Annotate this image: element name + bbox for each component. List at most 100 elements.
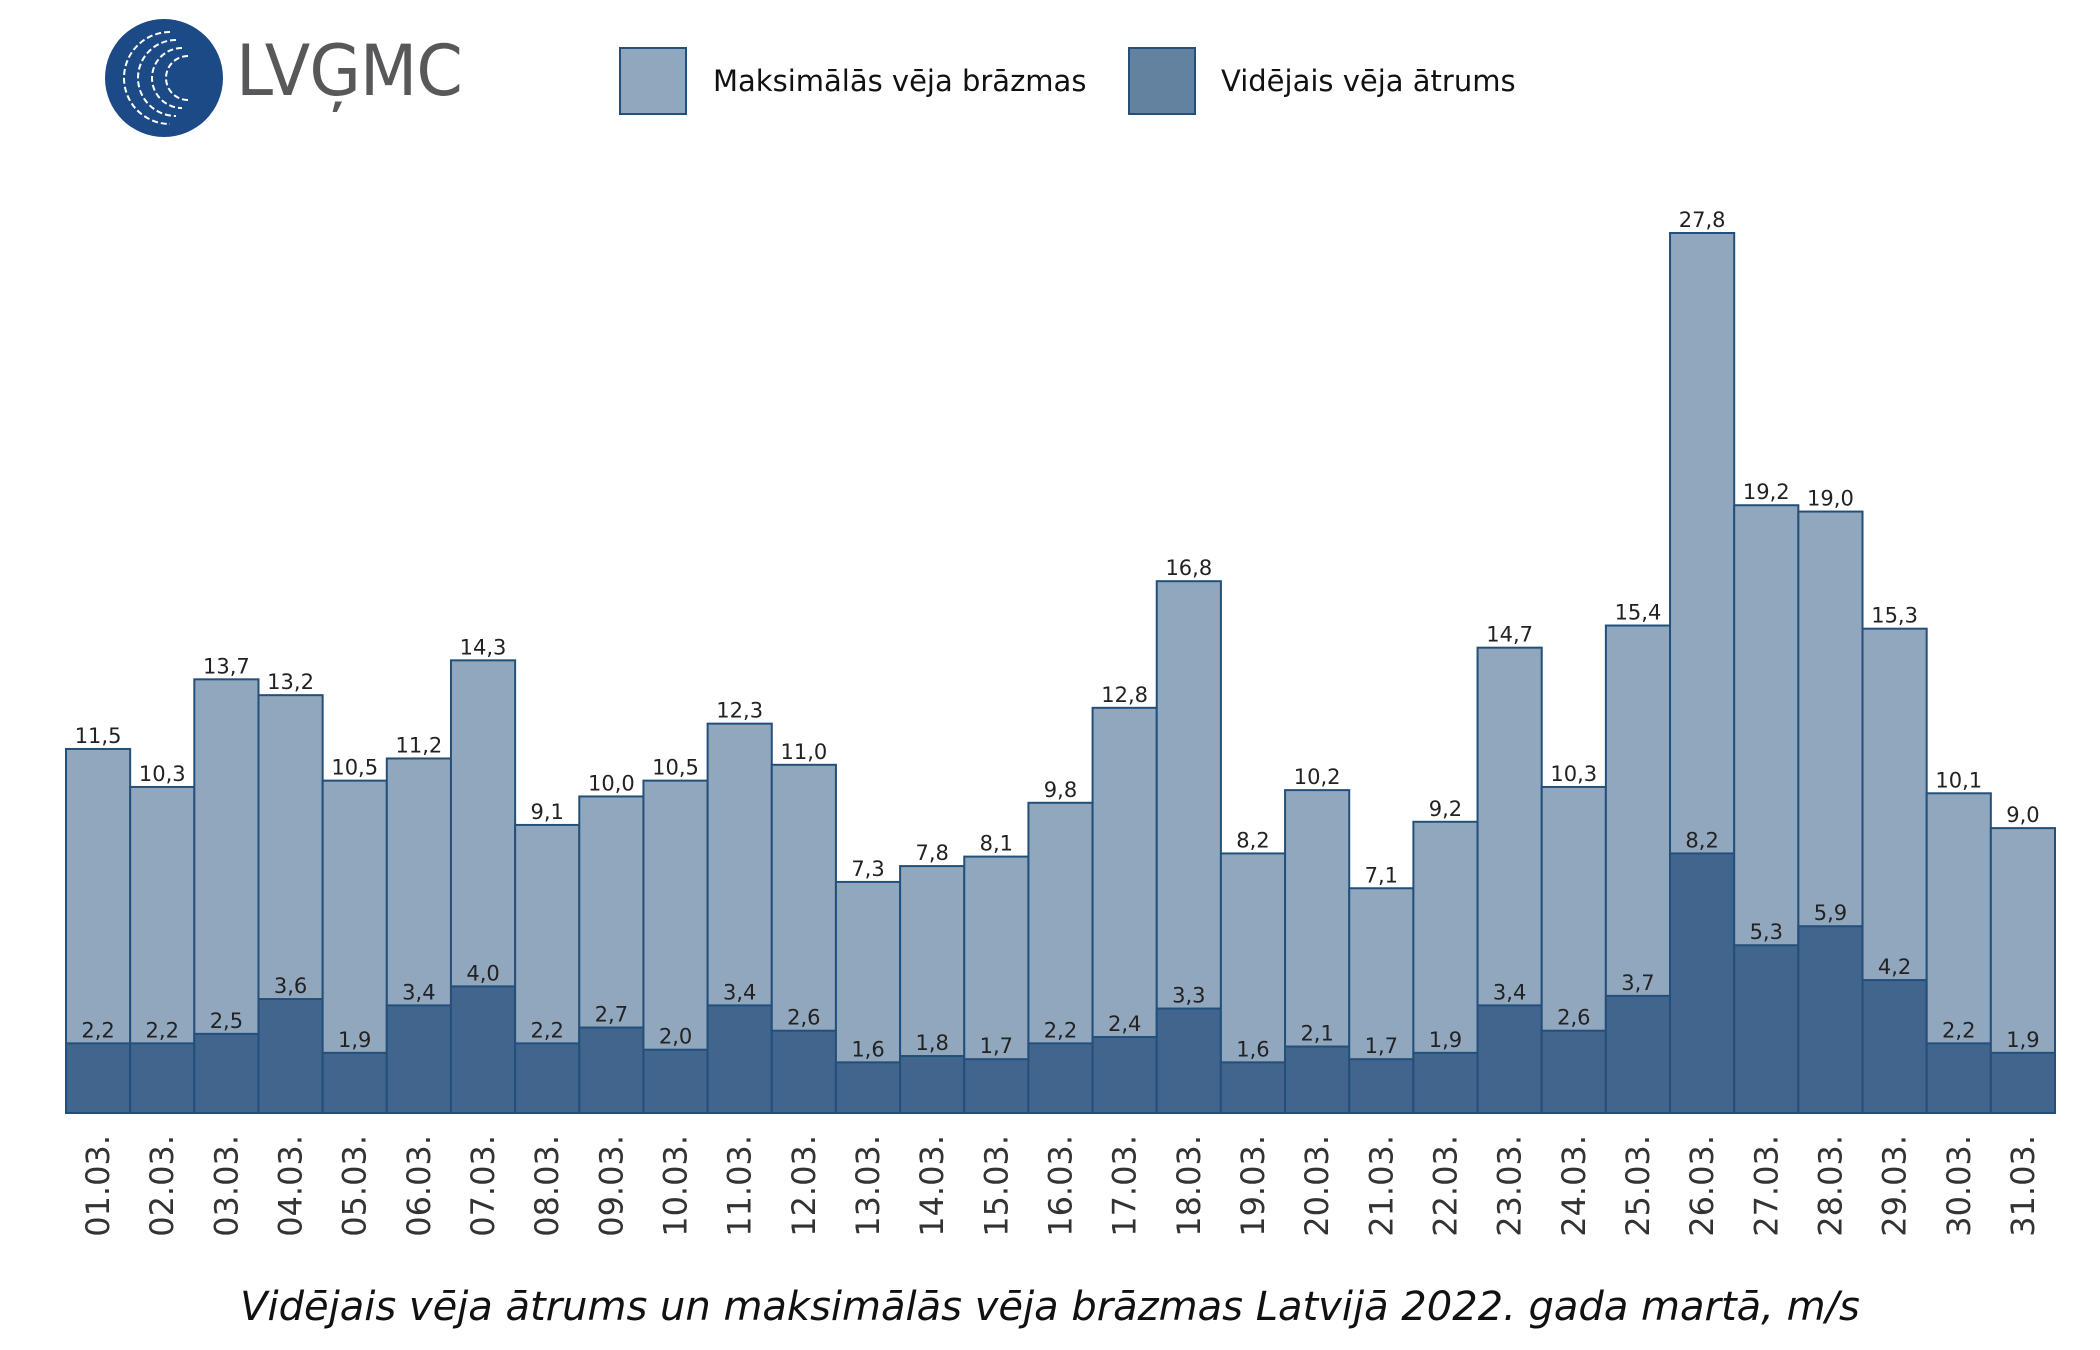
- data-label-avg-speed: 2,2: [531, 1018, 564, 1042]
- x-tick-label: 10.03.: [657, 1135, 695, 1237]
- x-tick-label: 31.03.: [2004, 1135, 2042, 1237]
- data-label-max-gust: 27,8: [1679, 208, 1726, 232]
- x-tick-label: 07.03.: [464, 1135, 502, 1237]
- data-label-max-gust: 13,2: [267, 670, 314, 694]
- bar-avg-speed: [578, 1026, 645, 1114]
- bar-avg-speed: [1091, 1036, 1158, 1115]
- data-label-avg-speed: 1,7: [980, 1034, 1013, 1058]
- data-label-avg-speed: 2,2: [146, 1018, 179, 1042]
- data-label-max-gust: 10,5: [652, 756, 699, 780]
- bar-avg-speed: [1348, 1058, 1415, 1114]
- data-label-avg-speed: 3,4: [723, 980, 756, 1004]
- logo-text: LVĢMC: [236, 30, 463, 112]
- x-tick-label: 19.03.: [1234, 1135, 1272, 1237]
- data-label-max-gust: 9,1: [531, 800, 564, 824]
- legend-swatch-avg-speed: [1128, 47, 1196, 115]
- data-label-max-gust: 19,0: [1807, 487, 1854, 511]
- data-label-max-gust: 9,2: [1429, 797, 1462, 821]
- data-label-avg-speed: 5,3: [1750, 920, 1783, 944]
- data-label-avg-speed: 2,6: [787, 1006, 820, 1030]
- data-label-max-gust: 7,1: [1365, 863, 1398, 887]
- bar-avg-speed: [963, 1058, 1030, 1114]
- legend-label-max-gusts: Maksimālās vēja brāzmas: [713, 64, 1087, 98]
- data-label-avg-speed: 3,4: [402, 980, 435, 1004]
- bar-avg-speed: [1669, 852, 1736, 1114]
- legend-label-avg-speed: Vidējais vēja ātrums: [1221, 64, 1516, 98]
- x-tick-label: 20.03.: [1298, 1135, 1336, 1237]
- data-label-max-gust: 12,8: [1101, 683, 1148, 707]
- data-label-avg-speed: 2,6: [1557, 1006, 1590, 1030]
- data-label-max-gust: 10,5: [331, 756, 378, 780]
- x-tick-label: 18.03.: [1170, 1135, 1208, 1237]
- data-label-avg-speed: 1,8: [915, 1031, 948, 1055]
- data-label-avg-speed: 1,9: [1429, 1028, 1462, 1052]
- data-label-max-gust: 10,2: [1294, 765, 1341, 789]
- x-tick-label: 08.03.: [528, 1135, 566, 1237]
- bar-avg-speed: [257, 998, 324, 1114]
- data-label-max-gust: 14,3: [460, 635, 507, 659]
- data-label-avg-speed: 1,9: [2006, 1028, 2039, 1052]
- data-label-max-gust: 9,0: [2006, 803, 2039, 827]
- chart-title: Vidējais vēja ātrums un maksimālās vēja …: [240, 1284, 1860, 1330]
- x-tick-label: 29.03.: [1876, 1135, 1914, 1237]
- x-tick-label: 11.03.: [721, 1135, 759, 1237]
- bar-avg-speed: [1604, 994, 1672, 1114]
- x-tick-label: 06.03.: [400, 1135, 438, 1237]
- x-tick-label: 28.03.: [1811, 1135, 1849, 1237]
- data-label-avg-speed: 4,0: [466, 961, 499, 985]
- x-tick-label: 22.03.: [1426, 1135, 1464, 1237]
- data-label-avg-speed: 3,7: [1621, 971, 1654, 995]
- data-label-avg-speed: 2,5: [210, 1009, 243, 1033]
- data-label-max-gust: 15,3: [1871, 604, 1918, 628]
- bar-avg-speed: [899, 1055, 966, 1115]
- x-tick-label: 24.03.: [1555, 1135, 1593, 1237]
- x-tick-label: 03.03.: [207, 1135, 245, 1237]
- bar-avg-speed: [1027, 1042, 1094, 1115]
- data-label-max-gust: 12,3: [716, 699, 763, 723]
- bar-avg-speed: [193, 1032, 260, 1114]
- bar-avg-speed: [1219, 1061, 1287, 1115]
- data-label-avg-speed: 1,7: [1365, 1034, 1398, 1058]
- data-label-max-gust: 19,2: [1743, 480, 1790, 504]
- bar-avg-speed: [321, 1051, 388, 1114]
- x-tick-label: 21.03.: [1362, 1135, 1400, 1237]
- data-label-avg-speed: 1,9: [338, 1028, 371, 1052]
- x-tick-label: 15.03.: [977, 1135, 1015, 1237]
- data-label-avg-speed: 8,2: [1685, 828, 1718, 852]
- x-tick-label: 16.03.: [1042, 1135, 1080, 1237]
- bar-chart: 11,5 2,2 01.03. 10,3 2,2 02.03. 13,7 2,5 03.03. 1…: [65, 208, 2057, 1237]
- bar-avg-speed: [1733, 944, 1800, 1115]
- x-tick-label: 25.03.: [1619, 1135, 1657, 1237]
- data-label-avg-speed: 1,6: [1236, 1037, 1269, 1061]
- x-tick-label: 17.03.: [1106, 1135, 1144, 1237]
- x-tick-label: 09.03.: [592, 1135, 630, 1237]
- data-label-max-gust: 9,8: [1044, 778, 1077, 802]
- x-tick-label: 01.03.: [79, 1135, 117, 1237]
- bar-avg-speed: [1476, 1004, 1543, 1114]
- bar-avg-speed: [129, 1042, 196, 1115]
- bar-avg-speed: [449, 985, 517, 1114]
- bar-avg-speed: [1155, 1007, 1222, 1114]
- data-label-max-gust: 11,5: [75, 724, 122, 748]
- x-tick-label: 14.03.: [913, 1135, 951, 1237]
- data-label-max-gust: 10,3: [139, 762, 186, 786]
- bar-avg-speed: [1284, 1045, 1351, 1114]
- bar-avg-speed: [1925, 1042, 1992, 1115]
- data-label-max-gust: 10,0: [588, 771, 635, 795]
- x-tick-label: 27.03.: [1747, 1135, 1785, 1237]
- bar-avg-speed: [1861, 979, 1928, 1114]
- data-label-max-gust: 7,8: [915, 841, 948, 865]
- data-label-max-gust: 11,0: [780, 740, 827, 764]
- data-label-avg-speed: 2,1: [1300, 1022, 1333, 1046]
- data-label-max-gust: 14,7: [1486, 623, 1533, 647]
- bar-avg-speed: [770, 1029, 837, 1115]
- bar-avg-speed: [642, 1048, 709, 1115]
- x-tick-label: 12.03.: [785, 1135, 823, 1237]
- bar-avg-speed: [1412, 1051, 1479, 1114]
- lvgmc-logo-icon: [105, 19, 223, 137]
- data-label-avg-speed: 3,6: [274, 974, 307, 998]
- data-label-max-gust: 13,7: [203, 654, 250, 678]
- data-label-max-gust: 11,2: [396, 733, 443, 757]
- data-label-avg-speed: 2,7: [595, 1003, 628, 1027]
- x-tick-label: 30.03.: [1940, 1135, 1978, 1237]
